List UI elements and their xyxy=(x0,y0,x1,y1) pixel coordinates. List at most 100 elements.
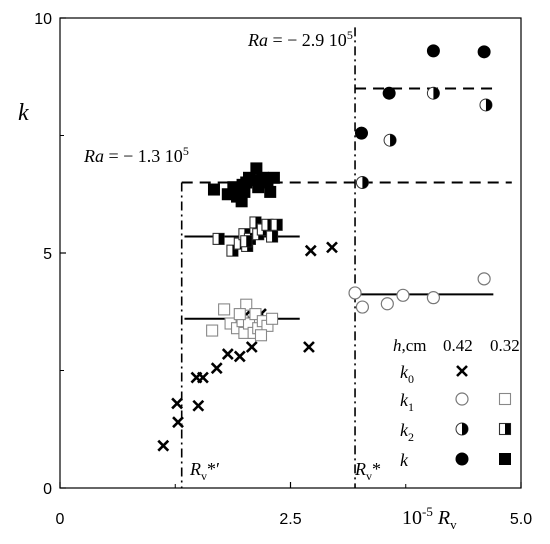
point-2-10 xyxy=(266,230,279,243)
point-1-15 xyxy=(254,329,268,342)
ra-right-text: = − 2.9 10 xyxy=(268,30,347,50)
rv-left-symbol: R xyxy=(189,459,201,479)
point-1-0 xyxy=(206,324,219,337)
legend-row-k-label: k xyxy=(400,450,409,470)
rv-annotation-left: Rv*′ xyxy=(189,459,220,483)
legend-row-k0-symbol: k xyxy=(400,362,409,382)
legend-row-k1-symbol: k xyxy=(400,390,409,410)
legend-marker-2-b xyxy=(498,422,512,436)
rv-right-symbol: R xyxy=(354,459,366,479)
legend-row-k2-subscript: 2 xyxy=(408,430,414,444)
point-0-1 xyxy=(172,416,184,429)
legend-row-k0: k0 xyxy=(400,362,414,386)
series-3 xyxy=(207,162,280,208)
legend-row-k2: k2 xyxy=(400,420,414,444)
legend-row-k0-label: k0 xyxy=(400,362,414,386)
point-5-3 xyxy=(479,98,493,112)
point-3-14 xyxy=(267,171,280,184)
x-tick-label-0: 0 xyxy=(56,511,65,528)
point-6-2 xyxy=(426,44,440,58)
point-0-2 xyxy=(171,397,184,410)
point-6-1 xyxy=(382,86,396,100)
legend-marker-0-a xyxy=(456,365,468,377)
point-1-6 xyxy=(240,298,253,311)
point-0-14 xyxy=(304,244,317,257)
point-0-0 xyxy=(157,439,170,452)
series-1 xyxy=(206,298,279,342)
series-6 xyxy=(354,44,491,140)
point-0-15 xyxy=(326,241,338,254)
point-0-3 xyxy=(192,399,205,412)
point-3-9 xyxy=(250,162,263,175)
series-0 xyxy=(157,241,338,452)
point-4-3 xyxy=(396,288,410,302)
point-5-0 xyxy=(355,176,369,189)
rv-annotation-right: Rv* xyxy=(354,459,381,483)
y-tick-label-0: 0 xyxy=(43,481,52,498)
point-2-11 xyxy=(270,218,283,231)
point-3-0 xyxy=(207,183,220,196)
y-tick-label-1: 5 xyxy=(43,246,52,263)
legend-header-unit: ,cm xyxy=(402,336,427,355)
legend-row-k1-subscript: 1 xyxy=(408,400,414,414)
legend-header-symbol: h xyxy=(393,336,402,355)
point-2-12 xyxy=(240,235,253,248)
rv-left-subscript: v xyxy=(201,469,207,483)
legend-row-k1-label: k1 xyxy=(400,390,414,414)
series-2 xyxy=(212,216,283,257)
point-1-9 xyxy=(249,308,262,321)
ra-right-prefix: Ra xyxy=(247,30,268,50)
point-1-13 xyxy=(266,312,279,325)
ra-left-exponent: 5 xyxy=(183,144,189,158)
point-0-9 xyxy=(245,341,258,353)
ra-annotation-right: Ra = − 2.9 105 xyxy=(247,28,353,50)
x-tick-label-1: 2.5 xyxy=(279,511,301,528)
x-axis-label-prefix: 10 xyxy=(402,507,422,529)
x-axis-label-subscript: v xyxy=(450,517,457,532)
legend-row-k2-symbol: k xyxy=(400,420,409,440)
rv-right-suffix: * xyxy=(372,459,381,479)
point-4-0 xyxy=(348,286,362,300)
point-0-13 xyxy=(303,341,315,353)
x-tick-label-2: 5.0 xyxy=(510,511,532,528)
ra-annotation-left: Ra = − 1.3 105 xyxy=(83,144,189,166)
x-axis-label-exponent: -5 xyxy=(422,504,433,519)
legend-marker-1-b xyxy=(498,392,512,406)
point-1-14 xyxy=(233,308,246,321)
series-4 xyxy=(348,272,491,314)
point-4-1 xyxy=(355,300,370,314)
legend-marker-3-b xyxy=(499,453,511,465)
ra-left-prefix: Ra xyxy=(83,146,104,166)
legend-marker-2-a xyxy=(455,422,469,436)
data-points xyxy=(157,44,493,452)
legend: h,cm 0.42 0.32 k0 k1 k2 k xyxy=(393,336,520,470)
point-0-6 xyxy=(210,362,223,375)
legend-marker-3-a xyxy=(455,452,469,466)
point-6-3 xyxy=(477,45,491,59)
legend-row-k0-subscript: 0 xyxy=(408,372,414,386)
point-0-8 xyxy=(233,350,246,363)
legend-rows: k0 k1 k2 k xyxy=(400,362,414,470)
x-axis-label: 10-5 Rv xyxy=(402,504,457,532)
legend-header: h,cm xyxy=(393,336,427,355)
legend-row-k-symbol: k xyxy=(400,450,409,470)
legend-markers xyxy=(455,365,512,466)
point-3-15 xyxy=(236,178,249,191)
point-2-6 xyxy=(249,216,262,229)
y-tick-label-2: 10 xyxy=(34,11,52,28)
point-4-5 xyxy=(477,272,491,286)
reference-lines xyxy=(180,27,512,488)
point-0-5 xyxy=(196,371,209,384)
point-4-4 xyxy=(426,291,441,305)
series-5 xyxy=(355,86,493,189)
legend-col1-label: 0.42 xyxy=(443,336,473,355)
point-0-7 xyxy=(221,348,234,360)
point-3-13 xyxy=(264,185,277,198)
point-2-1 xyxy=(226,244,239,257)
ra-left-text: = − 1.3 10 xyxy=(104,146,183,166)
point-5-1 xyxy=(383,133,397,147)
legend-row-k: k xyxy=(400,450,409,470)
